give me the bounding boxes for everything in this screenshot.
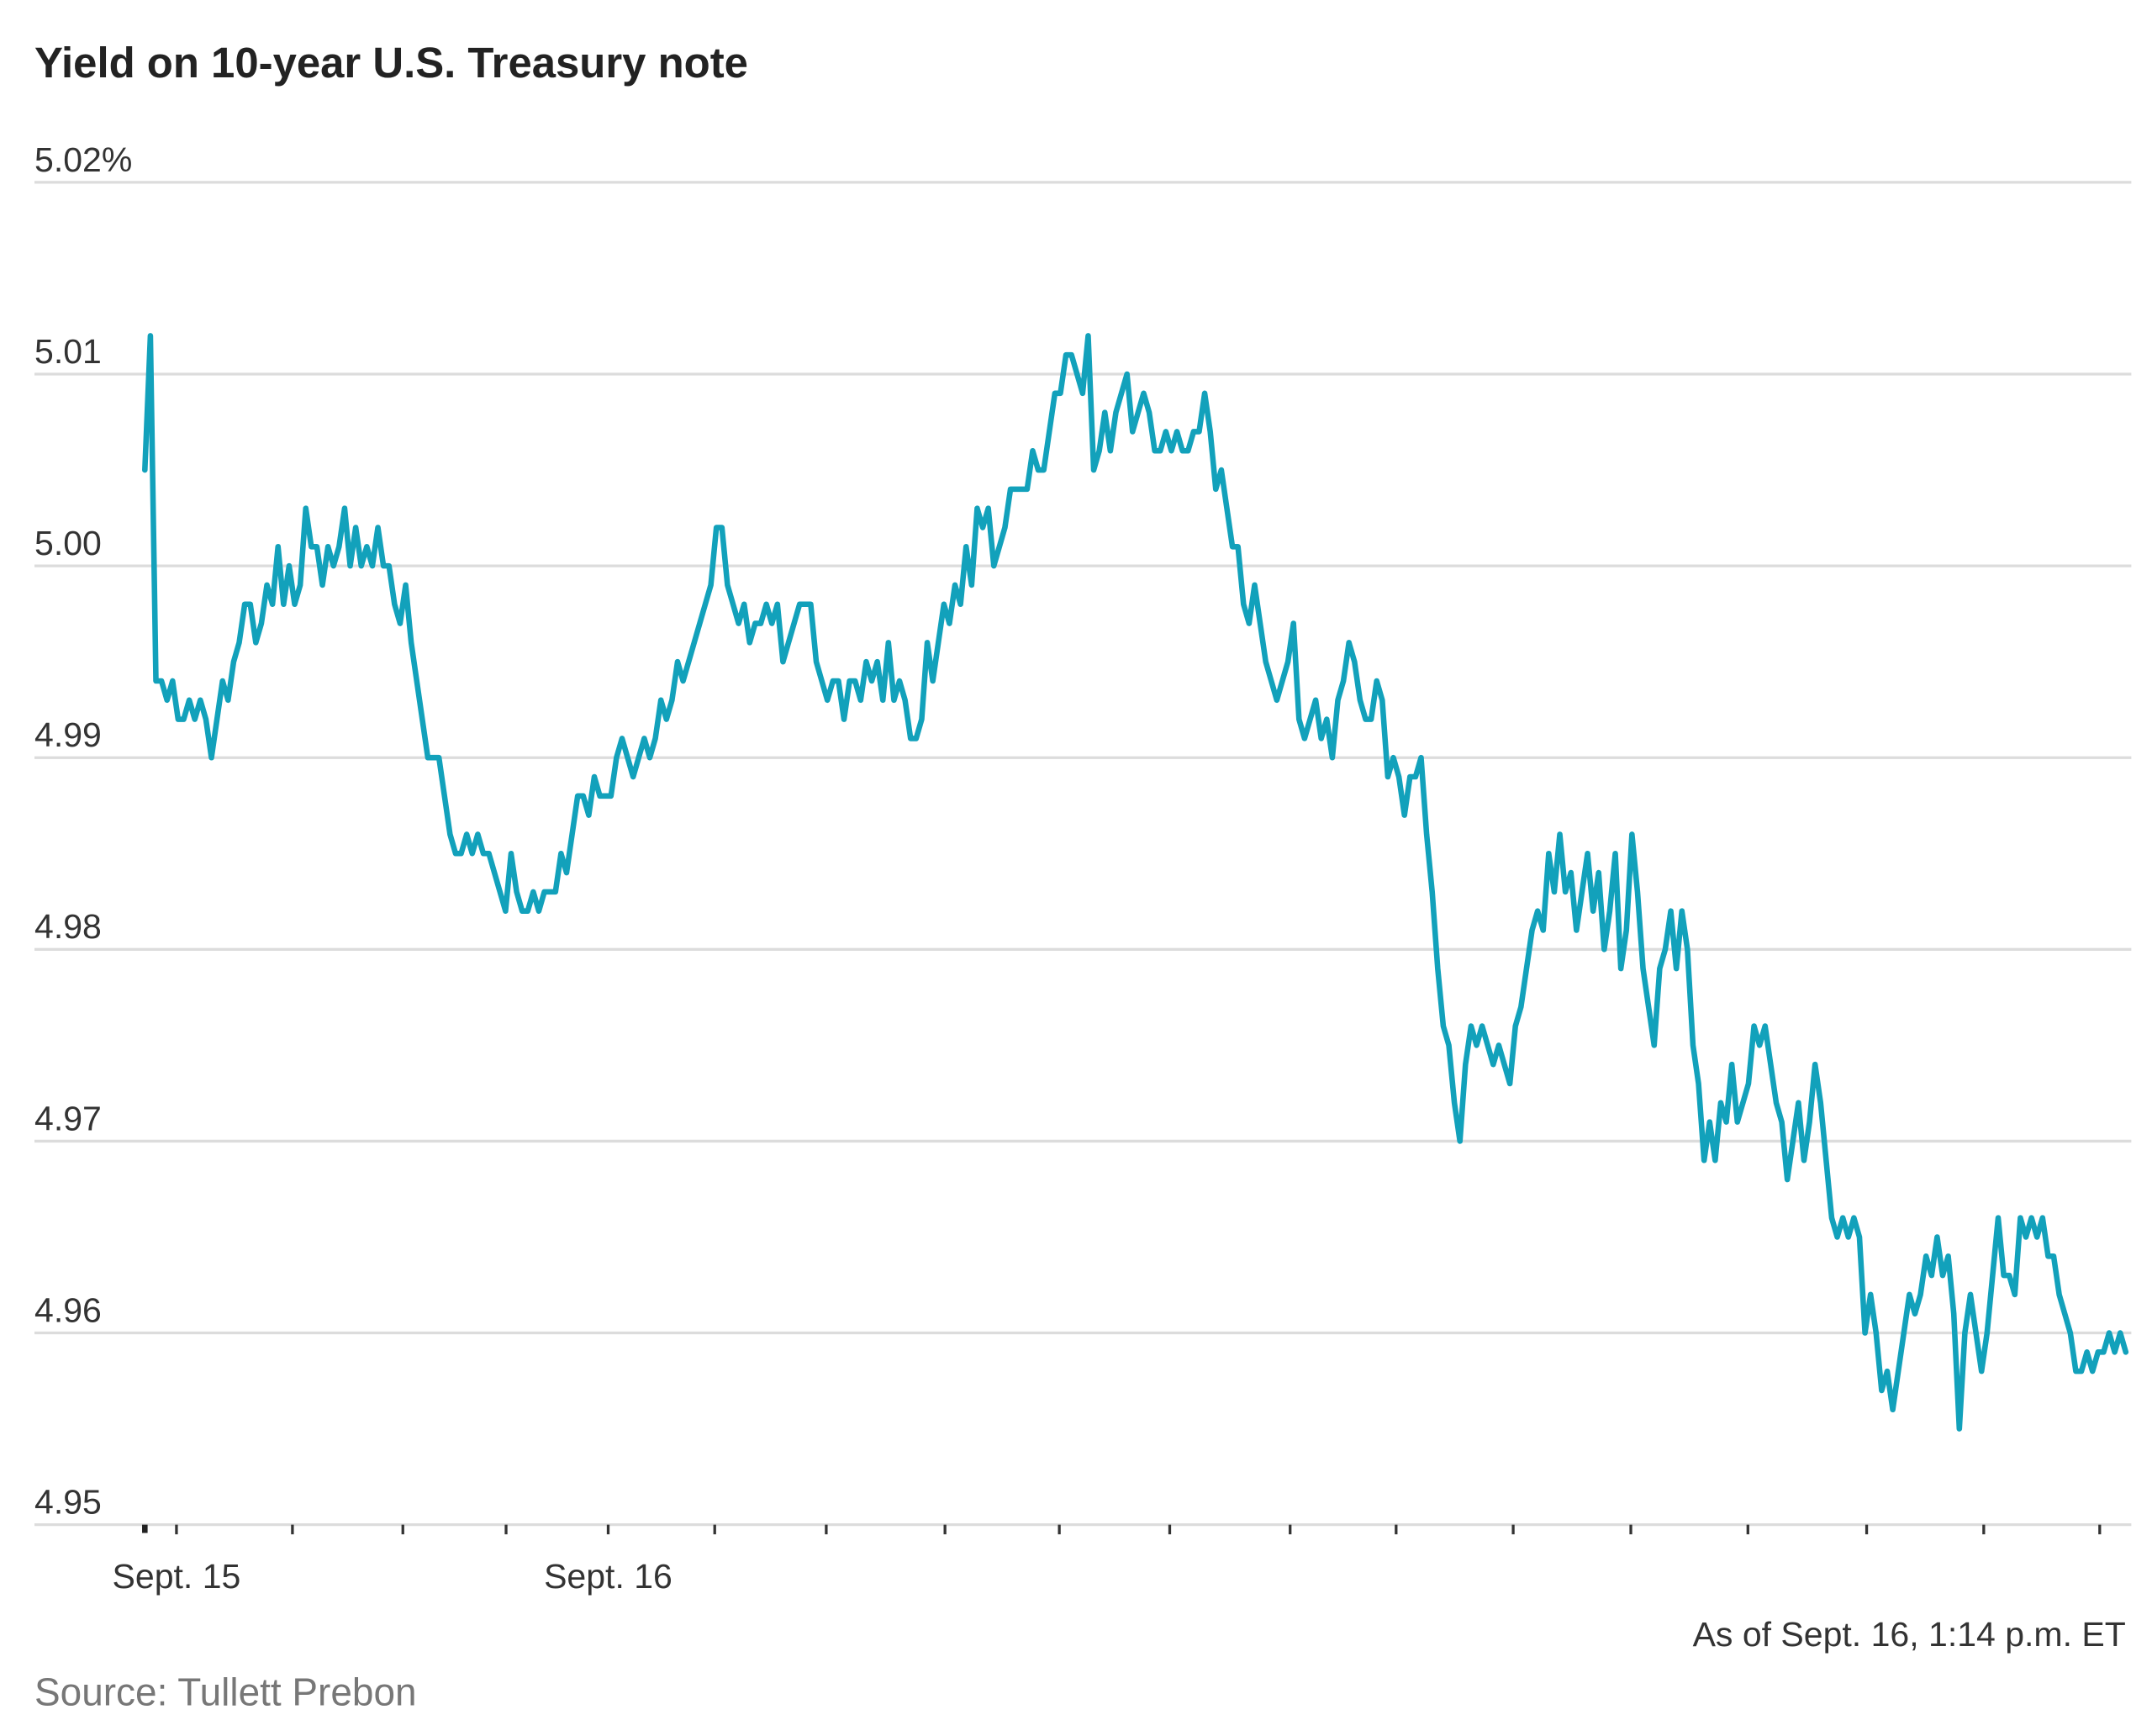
axis-start-mark	[142, 1524, 148, 1533]
y-tick-label: 4.99	[34, 715, 102, 754]
y-tick-label: 5.02%	[34, 140, 132, 179]
timestamp-note: As of Sept. 16, 1:14 p.m. ET	[1693, 1615, 2126, 1654]
x-tick-label: Sept. 16	[544, 1557, 672, 1596]
y-tick-label: 4.95	[34, 1483, 102, 1522]
chart-title: Yield on 10-year U.S. Treasury note	[34, 39, 748, 87]
source-note: Source: Tullett Prebon	[34, 1670, 417, 1714]
y-tick-label: 4.97	[34, 1099, 102, 1137]
y-tick-label: 5.00	[34, 524, 102, 562]
y-tick-label: 5.01	[34, 332, 102, 371]
y-tick-label: 4.98	[34, 907, 102, 946]
x-tick-label: Sept. 15	[113, 1557, 241, 1596]
grid: 4.95 4.96 4.97 4.98 4.99 5.00 5.01 5.02%	[34, 140, 2132, 1527]
plot-area	[142, 333, 2129, 1432]
x-axis: Sept. 15 Sept. 16	[113, 1524, 2102, 1596]
y-tick-label: 4.96	[34, 1290, 102, 1329]
yield-line	[142, 333, 2129, 1432]
